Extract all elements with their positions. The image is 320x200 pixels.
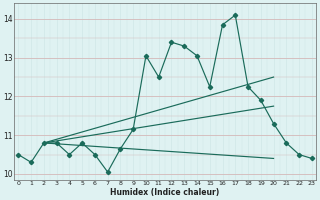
X-axis label: Humidex (Indice chaleur): Humidex (Indice chaleur) (110, 188, 220, 197)
